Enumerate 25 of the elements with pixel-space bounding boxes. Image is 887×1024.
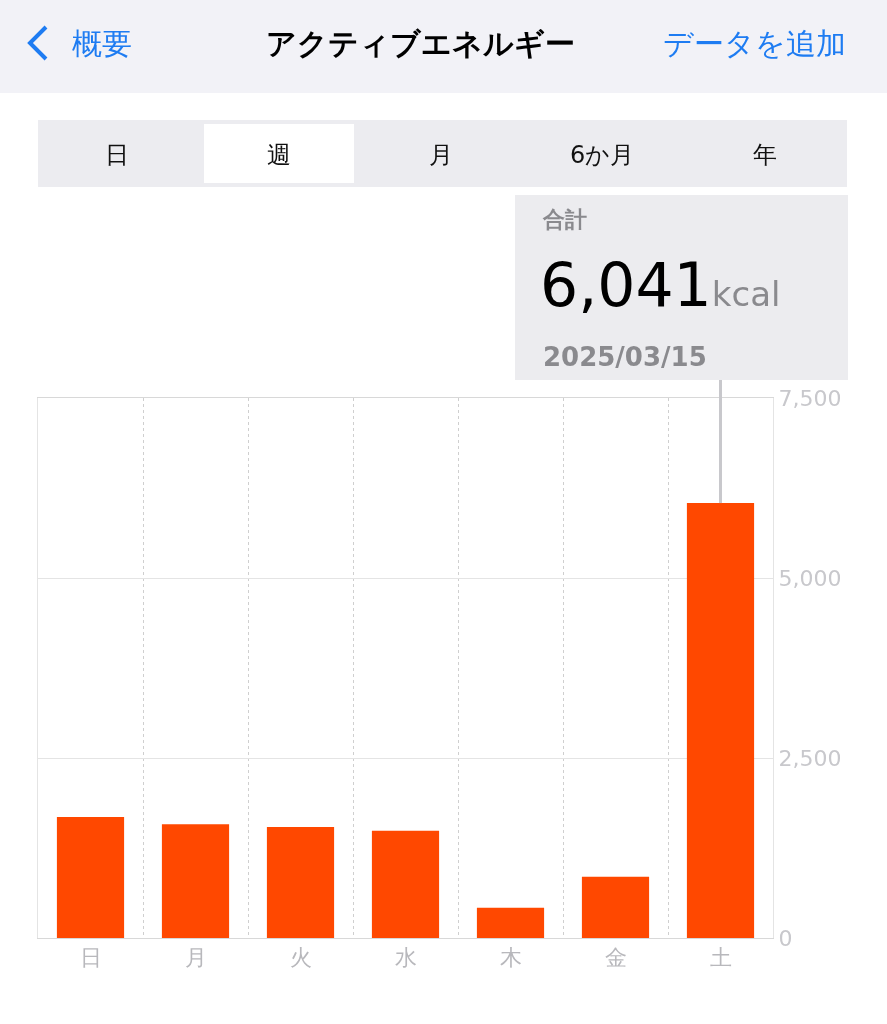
text: 合計: [542, 207, 587, 232]
annotation: 2025/03/15: [543, 342, 707, 372]
bar: [161, 824, 230, 938]
bar: [371, 830, 440, 938]
text: 6,041kcal: [540, 250, 781, 320]
x-tick-label: 水: [394, 945, 417, 971]
chart-title: アクティブエネルギー: [266, 26, 575, 61]
bar: [686, 503, 755, 938]
text: 年: [753, 141, 777, 169]
x-tick-label: 金: [604, 945, 627, 971]
text: 6か月: [570, 141, 635, 169]
x-tick-label: 月: [184, 945, 207, 971]
bar: [581, 876, 650, 938]
x-tick-label: 木: [499, 945, 522, 971]
x-tick-label: 日: [79, 945, 102, 971]
bar: [476, 907, 545, 938]
x-tick-label: 火: [289, 945, 312, 971]
bar: [266, 827, 335, 938]
text: 週: [267, 141, 291, 169]
x-tick-label: 土: [709, 945, 732, 971]
text: 月: [429, 141, 453, 169]
bar: [56, 817, 125, 938]
text: 日: [105, 141, 129, 169]
text: 概要: [72, 26, 132, 61]
text: データを追加: [663, 26, 846, 61]
